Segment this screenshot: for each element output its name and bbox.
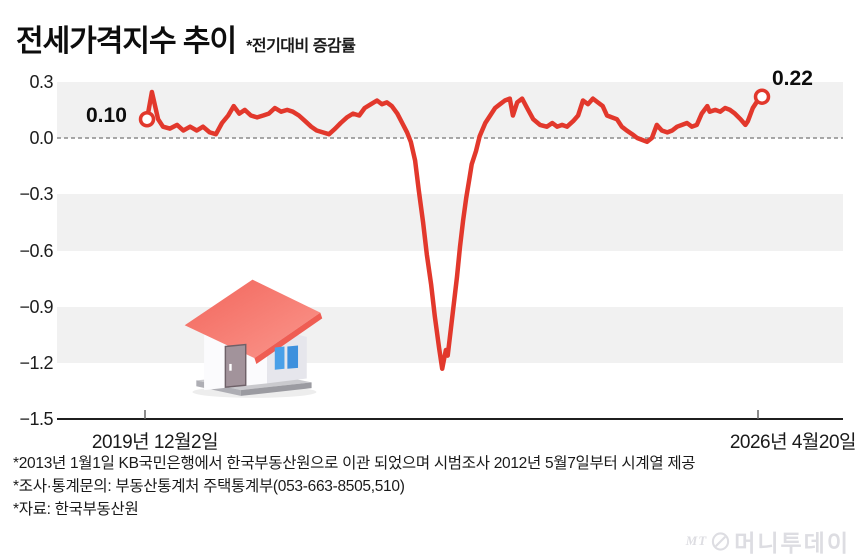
house-door <box>224 343 247 388</box>
end-point-marker <box>753 88 771 105</box>
y-tick--1.2: −1.2 <box>19 353 53 373</box>
chart-subtitle: *전기대비 증감률 <box>246 38 356 55</box>
y-tick--0.3: −0.3 <box>19 184 53 204</box>
start-value-label: 0.10 <box>86 104 127 127</box>
footnote-line-3: *자료: 한국부동산원 <box>13 501 139 518</box>
title-row: 전세가격지수 추이 *전기대비 증감률 <box>16 16 356 60</box>
house-roof-edge <box>254 312 323 364</box>
y-tick-0.0: 0.0 <box>29 128 53 148</box>
house-base-side <box>240 382 312 396</box>
y-tick-0.3: 0.3 <box>29 72 53 92</box>
end-value-label: 0.22 <box>772 67 813 90</box>
band--0.3--0.6 <box>57 194 843 251</box>
logo-mt-text: MT <box>685 533 708 548</box>
x-label-start: 2019년 12월2일 <box>91 432 219 453</box>
footnote-line-1: *2013년 1월1일 KB국민은행에서 한국부동산원으로 이관 되었으며 시범… <box>13 455 696 472</box>
publisher-logo: MT 머니투데이 <box>686 524 850 558</box>
house-illustration <box>184 279 323 398</box>
footnotes: *2013년 1월1일 KB국민은행에서 한국부동산원으로 이관 되었으며 시범… <box>13 452 696 521</box>
jeonse-index-line <box>144 89 765 371</box>
x-label-end: 2026년 4월20일 <box>729 432 857 453</box>
moneytoday-logo-icon <box>712 531 730 551</box>
house-window-left <box>274 346 285 370</box>
house-window-right <box>287 345 299 369</box>
y-tick--1.5: −1.5 <box>19 409 53 429</box>
house-roof <box>184 279 321 359</box>
y-tick--0.6: −0.6 <box>19 241 53 261</box>
footnote-line-2: *조사·통계문의: 부동산통계처 주택통계부(053-663-8505,510) <box>13 478 405 495</box>
y-tick--0.9: −0.9 <box>19 297 53 317</box>
page-title: 전세가격지수 추이 <box>16 25 237 58</box>
logo-name-text: 머니투데이 <box>734 530 850 556</box>
start-point-marker <box>138 110 156 128</box>
house-door-knob <box>229 363 232 371</box>
